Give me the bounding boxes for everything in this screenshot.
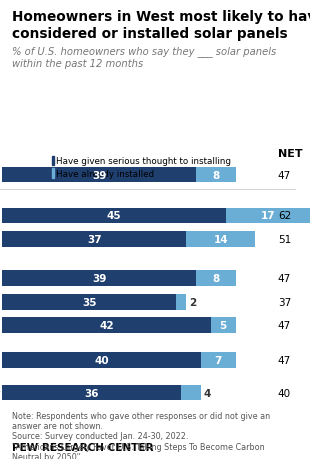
Text: Have already installed: Have already installed (56, 169, 155, 178)
Bar (181, 385, 201, 401)
Bar (2, 271, 196, 286)
Text: Have given serious thought to installing: Have given serious thought to installing (56, 157, 232, 166)
Text: 47: 47 (278, 320, 291, 330)
Bar (52, 169, 54, 179)
Bar (176, 294, 186, 310)
Text: 39: 39 (92, 274, 106, 284)
Bar (2, 294, 176, 310)
Bar (186, 232, 255, 247)
Text: 17: 17 (260, 211, 275, 221)
Bar (2, 385, 181, 401)
Text: 7: 7 (215, 355, 222, 365)
Bar (52, 157, 54, 166)
Text: 45: 45 (107, 211, 122, 221)
Bar (2, 168, 196, 183)
Text: 14: 14 (213, 235, 228, 244)
Bar (226, 208, 310, 224)
Bar (196, 271, 236, 286)
Text: 5: 5 (219, 320, 227, 330)
Text: 42: 42 (99, 320, 114, 330)
Bar (211, 318, 236, 333)
Text: % of U.S. homeowners who say they ___ solar panels
within the past 12 months: % of U.S. homeowners who say they ___ so… (12, 46, 277, 68)
Text: 40: 40 (94, 355, 109, 365)
Bar (2, 352, 201, 368)
Text: 37: 37 (87, 235, 102, 244)
Text: 36: 36 (85, 388, 99, 398)
Text: 37: 37 (278, 297, 291, 307)
Text: Note: Respondents who gave other responses or did not give an
answer are not sho: Note: Respondents who gave other respons… (12, 411, 271, 459)
Text: 2: 2 (189, 297, 196, 307)
Text: 4: 4 (204, 388, 211, 398)
Bar (2, 232, 186, 247)
Text: Homeowners in West most likely to have: Homeowners in West most likely to have (12, 10, 310, 24)
Bar (2, 208, 226, 224)
Bar (201, 352, 236, 368)
Text: 47: 47 (278, 170, 291, 180)
Text: 62: 62 (278, 211, 291, 221)
Bar (196, 168, 236, 183)
Text: 47: 47 (278, 355, 291, 365)
Bar (2, 318, 211, 333)
Text: 8: 8 (212, 170, 219, 180)
Text: PEW RESEARCH CENTER: PEW RESEARCH CENTER (12, 442, 154, 452)
Text: 39: 39 (92, 170, 106, 180)
Text: 35: 35 (82, 297, 96, 307)
Text: considered or installed solar panels: considered or installed solar panels (12, 27, 288, 40)
Text: 51: 51 (278, 235, 291, 244)
Text: 8: 8 (212, 274, 219, 284)
Text: 47: 47 (278, 274, 291, 284)
Text: NET: NET (278, 148, 302, 158)
Text: 40: 40 (278, 388, 291, 398)
